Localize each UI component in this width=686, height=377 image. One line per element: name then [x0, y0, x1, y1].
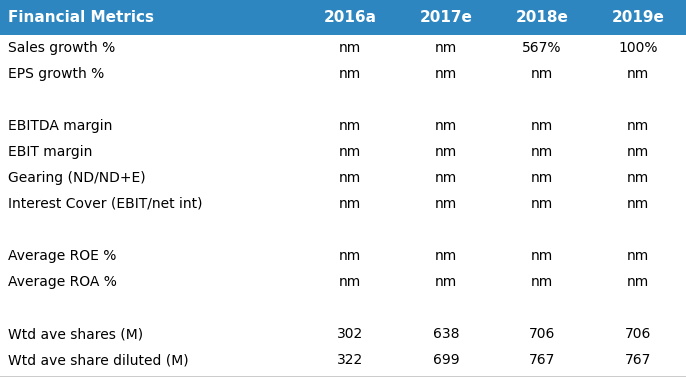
Text: 706: 706 [529, 327, 555, 341]
Bar [0, 243, 686, 269]
Text: 2018e: 2018e [515, 10, 569, 25]
Text: Financial Metrics: Financial Metrics [8, 10, 154, 25]
Text: nm: nm [339, 249, 361, 263]
Text: nm: nm [339, 197, 361, 211]
Text: EBITDA margin: EBITDA margin [8, 119, 113, 133]
Bar [0, 35, 686, 61]
Text: nm: nm [435, 41, 457, 55]
Text: nm: nm [531, 67, 553, 81]
Text: nm: nm [627, 119, 649, 133]
Bar [0, 217, 686, 243]
Text: EPS growth %: EPS growth % [8, 67, 104, 81]
Text: Sales growth %: Sales growth % [8, 41, 115, 55]
Bar [302, 0, 398, 35]
Text: nm: nm [627, 145, 649, 159]
Text: nm: nm [435, 171, 457, 185]
Bar [0, 269, 686, 295]
Text: nm: nm [531, 119, 553, 133]
Text: nm: nm [531, 249, 553, 263]
Text: nm: nm [339, 67, 361, 81]
Text: nm: nm [531, 145, 553, 159]
Text: nm: nm [435, 67, 457, 81]
Text: nm: nm [435, 145, 457, 159]
Text: nm: nm [627, 275, 649, 289]
Text: Average ROA %: Average ROA % [8, 275, 117, 289]
Bar [494, 0, 590, 35]
Text: nm: nm [339, 171, 361, 185]
Bar [0, 113, 686, 139]
Text: Gearing (ND/ND+E): Gearing (ND/ND+E) [8, 171, 146, 185]
Text: nm: nm [627, 249, 649, 263]
Bar [0, 0, 302, 35]
Text: Wtd ave share diluted (M): Wtd ave share diluted (M) [8, 353, 189, 367]
Bar [0, 321, 686, 347]
Text: nm: nm [531, 171, 553, 185]
Bar [0, 165, 686, 191]
Text: Interest Cover (EBIT/net int): Interest Cover (EBIT/net int) [8, 197, 203, 211]
Text: nm: nm [339, 145, 361, 159]
Bar [0, 61, 686, 87]
Bar [590, 0, 686, 35]
Bar [0, 347, 686, 373]
Text: nm: nm [627, 171, 649, 185]
Bar [0, 191, 686, 217]
Text: 638: 638 [433, 327, 459, 341]
Text: 567%: 567% [522, 41, 562, 55]
Text: 322: 322 [337, 353, 363, 367]
Text: nm: nm [339, 119, 361, 133]
Bar [0, 295, 686, 321]
Text: 706: 706 [625, 327, 651, 341]
Text: nm: nm [339, 275, 361, 289]
Text: nm: nm [627, 197, 649, 211]
Bar [398, 0, 494, 35]
Bar [0, 376, 686, 377]
Text: nm: nm [531, 197, 553, 211]
Text: Wtd ave shares (M): Wtd ave shares (M) [8, 327, 143, 341]
Text: 2016a: 2016a [323, 10, 377, 25]
Text: 767: 767 [529, 353, 555, 367]
Text: 767: 767 [625, 353, 651, 367]
Text: nm: nm [339, 41, 361, 55]
Text: nm: nm [531, 275, 553, 289]
Text: nm: nm [435, 197, 457, 211]
Text: 699: 699 [433, 353, 459, 367]
Text: 302: 302 [337, 327, 363, 341]
Text: 2017e: 2017e [419, 10, 473, 25]
Text: nm: nm [627, 67, 649, 81]
Text: nm: nm [435, 119, 457, 133]
Text: Average ROE %: Average ROE % [8, 249, 117, 263]
Text: EBIT margin: EBIT margin [8, 145, 93, 159]
Bar [0, 87, 686, 113]
Text: nm: nm [435, 275, 457, 289]
Text: 2019e: 2019e [611, 10, 665, 25]
Text: nm: nm [435, 249, 457, 263]
Bar [0, 139, 686, 165]
Text: 100%: 100% [618, 41, 658, 55]
